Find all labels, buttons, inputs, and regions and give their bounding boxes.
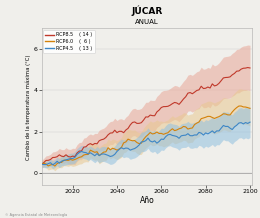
Y-axis label: Cambio de la temperatura máxima (°C): Cambio de la temperatura máxima (°C): [25, 54, 31, 160]
X-axis label: Año: Año: [140, 196, 154, 205]
Legend: RCP8.5    ( 14 ), RCP6.0    (  6 ), RCP4.5    ( 13 ): RCP8.5 ( 14 ), RCP6.0 ( 6 ), RCP4.5 ( 13…: [43, 30, 95, 53]
Text: JÚCAR: JÚCAR: [131, 5, 162, 16]
Text: © Agencia Estatal de Meteorología: © Agencia Estatal de Meteorología: [5, 213, 67, 217]
Text: ANUAL: ANUAL: [135, 19, 159, 25]
